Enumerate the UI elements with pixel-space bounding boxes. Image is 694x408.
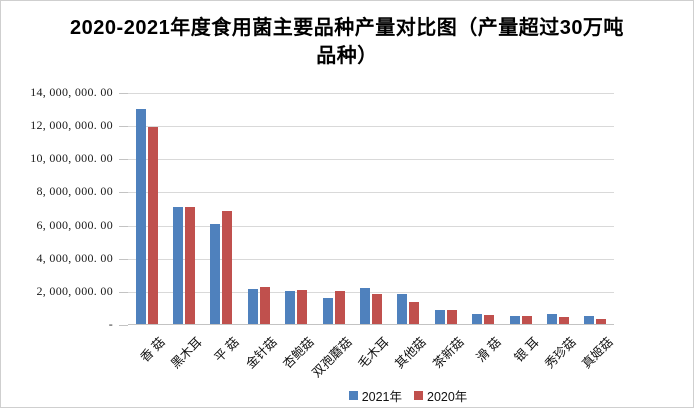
gridline — [128, 93, 614, 94]
gridline — [128, 192, 614, 193]
bar-2020 — [335, 291, 345, 324]
bar-2021 — [173, 207, 183, 324]
bar-2020 — [297, 290, 307, 324]
gridline — [128, 126, 614, 127]
y-axis-tick-label: 4, 000, 000. 00 — [36, 251, 113, 265]
gridline — [128, 259, 614, 260]
legend-label-2021: 2021年 — [361, 390, 402, 404]
y-axis-tick-label: 2, 000, 000. 00 — [36, 284, 113, 298]
bar-2021 — [248, 289, 258, 324]
legend: 2021年 2020年 — [165, 386, 651, 405]
gridline — [128, 226, 614, 227]
y-axis-tick-label: 8, 000, 000. 00 — [36, 184, 113, 198]
legend-item-2020: 2020年 — [414, 386, 467, 405]
bar-2020 — [222, 211, 232, 324]
x-axis-category-label: 香 菇 — [137, 334, 168, 365]
bar-2021 — [210, 224, 220, 324]
gridline — [128, 159, 614, 160]
bar-2020 — [447, 310, 457, 324]
bar-2020 — [372, 294, 382, 324]
bar-2021 — [397, 294, 407, 324]
y-axis-tick-label: 10, 000, 000. 00 — [30, 151, 113, 165]
bar-2020 — [260, 287, 270, 324]
y-axis-tick — [119, 126, 128, 127]
bar-2020 — [484, 315, 494, 324]
chart-title: 2020-2021年度食用菌主要品种产量对比图（产量超过30万吨品种） — [70, 17, 624, 67]
y-axis-tick — [119, 93, 128, 94]
y-axis-tick-label: 14, 000, 000. 00 — [30, 85, 113, 99]
y-axis-tick — [119, 259, 128, 260]
y-axis-tick-label: 12, 000, 000. 00 — [30, 118, 113, 132]
bar-2021 — [547, 314, 557, 324]
bar-2020 — [596, 319, 606, 324]
legend-swatch-2021 — [348, 391, 358, 400]
bar-2021 — [285, 291, 295, 324]
gridline — [128, 292, 614, 293]
bar-2021 — [510, 316, 520, 324]
bar-2020 — [148, 127, 158, 324]
bar-2020 — [522, 316, 532, 324]
bar-2020 — [559, 317, 569, 324]
bar-2021 — [435, 310, 445, 324]
y-axis-tick — [119, 159, 128, 160]
y-axis-tick-label: - — [108, 317, 113, 331]
bar-2021 — [360, 288, 370, 324]
y-axis-tick — [119, 192, 128, 193]
bar-2020 — [185, 207, 195, 324]
legend-swatch-2020 — [414, 391, 423, 400]
legend-item-2021: 2021年 — [348, 386, 402, 405]
legend-label-2020: 2020年 — [427, 390, 468, 404]
bar-2021 — [136, 109, 146, 324]
bar-2020 — [409, 302, 419, 324]
y-axis-tick-label: 6, 000, 000. 00 — [36, 218, 113, 232]
y-axis-tick — [119, 325, 128, 326]
bar-2021 — [584, 316, 594, 324]
x-axis-line — [128, 324, 614, 325]
bar-2021 — [323, 298, 333, 324]
plot-area — [128, 93, 614, 325]
y-axis-tick — [119, 226, 128, 227]
y-axis-tick — [119, 292, 128, 293]
bar-2021 — [472, 314, 482, 324]
